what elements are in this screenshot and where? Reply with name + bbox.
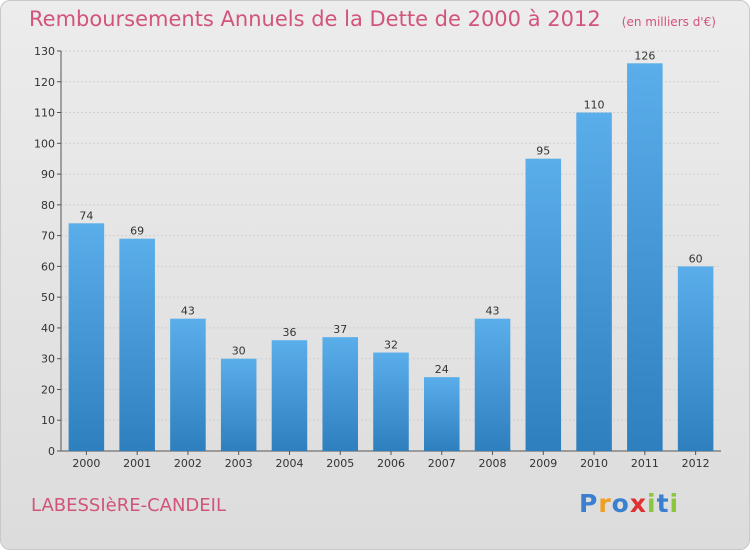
bars bbox=[68, 63, 714, 452]
data-labels: 74 69 43 30 36 37 32 24 43 95 110 126 60 bbox=[79, 49, 702, 376]
value-label-2003: 30 bbox=[232, 345, 246, 358]
x-tick-label-2002: 2002 bbox=[174, 457, 202, 470]
bar-2004 bbox=[271, 340, 308, 451]
logo-letter: i bbox=[669, 489, 680, 518]
chart-title: Remboursements Annuels de la Dette de 20… bbox=[29, 7, 601, 31]
bar-2005 bbox=[322, 337, 358, 451]
x-tick-label-2010: 2010 bbox=[580, 457, 608, 470]
bar-2003 bbox=[220, 358, 257, 451]
commune-name: LABESSIèRE-CANDEIL bbox=[31, 495, 227, 516]
value-label-2010: 110 bbox=[584, 99, 605, 112]
logo-letter: x bbox=[629, 489, 647, 518]
x-tick-label-2001: 2001 bbox=[123, 457, 151, 470]
logo-letter: t bbox=[656, 489, 670, 518]
x-tick-label-2005: 2005 bbox=[326, 457, 354, 470]
value-label-2008: 43 bbox=[486, 305, 500, 318]
x-tick-label-2012: 2012 bbox=[682, 457, 710, 470]
y-tick-label: 50 bbox=[41, 291, 55, 304]
x-tick-label-2007: 2007 bbox=[428, 457, 456, 470]
bar-2007 bbox=[424, 377, 460, 451]
bar-2006 bbox=[373, 352, 409, 451]
logo-letter: P bbox=[579, 489, 599, 518]
value-label-2009: 95 bbox=[536, 145, 550, 158]
x-tick-label-2009: 2009 bbox=[529, 457, 557, 470]
y-tick-label: 130 bbox=[34, 45, 55, 58]
y-tick-label: 0 bbox=[48, 445, 55, 458]
bar-2002 bbox=[170, 318, 206, 451]
value-label-2012: 60 bbox=[689, 252, 703, 265]
logo-letter: o bbox=[611, 489, 630, 518]
x-axis: 2000 2001 2002 2003 2004 2005 2006 2007 2008 2009… bbox=[72, 451, 710, 470]
value-label-2007: 24 bbox=[435, 363, 449, 376]
y-tick-label: 90 bbox=[41, 168, 55, 181]
value-label-2002: 43 bbox=[181, 305, 195, 318]
proxiti-logo: Proxiti bbox=[579, 489, 679, 518]
y-tick-label: 80 bbox=[41, 199, 55, 212]
y-tick-label: 60 bbox=[41, 260, 55, 273]
logo-letter: r bbox=[598, 489, 612, 518]
bar-2010 bbox=[576, 112, 612, 452]
value-label-2000: 74 bbox=[79, 209, 93, 222]
y-tick-label: 120 bbox=[34, 76, 55, 89]
bar-2000 bbox=[68, 223, 105, 451]
bar-2001 bbox=[119, 238, 155, 451]
x-tick-label-2000: 2000 bbox=[72, 457, 100, 470]
value-label-2011: 126 bbox=[634, 49, 655, 62]
bar-2012 bbox=[677, 266, 714, 451]
logo-letter: i bbox=[647, 489, 657, 518]
y-tick-label: 20 bbox=[41, 383, 55, 396]
y-tick-label: 10 bbox=[41, 414, 55, 427]
value-label-2004: 36 bbox=[282, 326, 296, 339]
y-tick-label: 30 bbox=[41, 353, 55, 366]
x-tick-label-2003: 2003 bbox=[225, 457, 253, 470]
unit-label: (en milliers d'€) bbox=[621, 15, 716, 29]
bar-2009 bbox=[525, 158, 562, 451]
x-tick-label-2008: 2008 bbox=[479, 457, 507, 470]
y-tick-label: 70 bbox=[41, 230, 55, 243]
y-tick-label: 100 bbox=[34, 137, 55, 150]
bar-2011 bbox=[627, 63, 663, 452]
x-tick-label-2011: 2011 bbox=[631, 457, 659, 470]
title-row: Remboursements Annuels de la Dette de 20… bbox=[29, 7, 716, 31]
y-tick-label: 110 bbox=[34, 107, 55, 120]
y-tick-label: 40 bbox=[41, 322, 55, 335]
value-label-2006: 32 bbox=[384, 339, 398, 352]
x-tick-label-2004: 2004 bbox=[275, 457, 303, 470]
value-label-2001: 69 bbox=[130, 225, 144, 238]
bar-2008 bbox=[474, 318, 511, 451]
x-tick-label-2006: 2006 bbox=[377, 457, 405, 470]
value-label-2005: 37 bbox=[333, 323, 347, 336]
